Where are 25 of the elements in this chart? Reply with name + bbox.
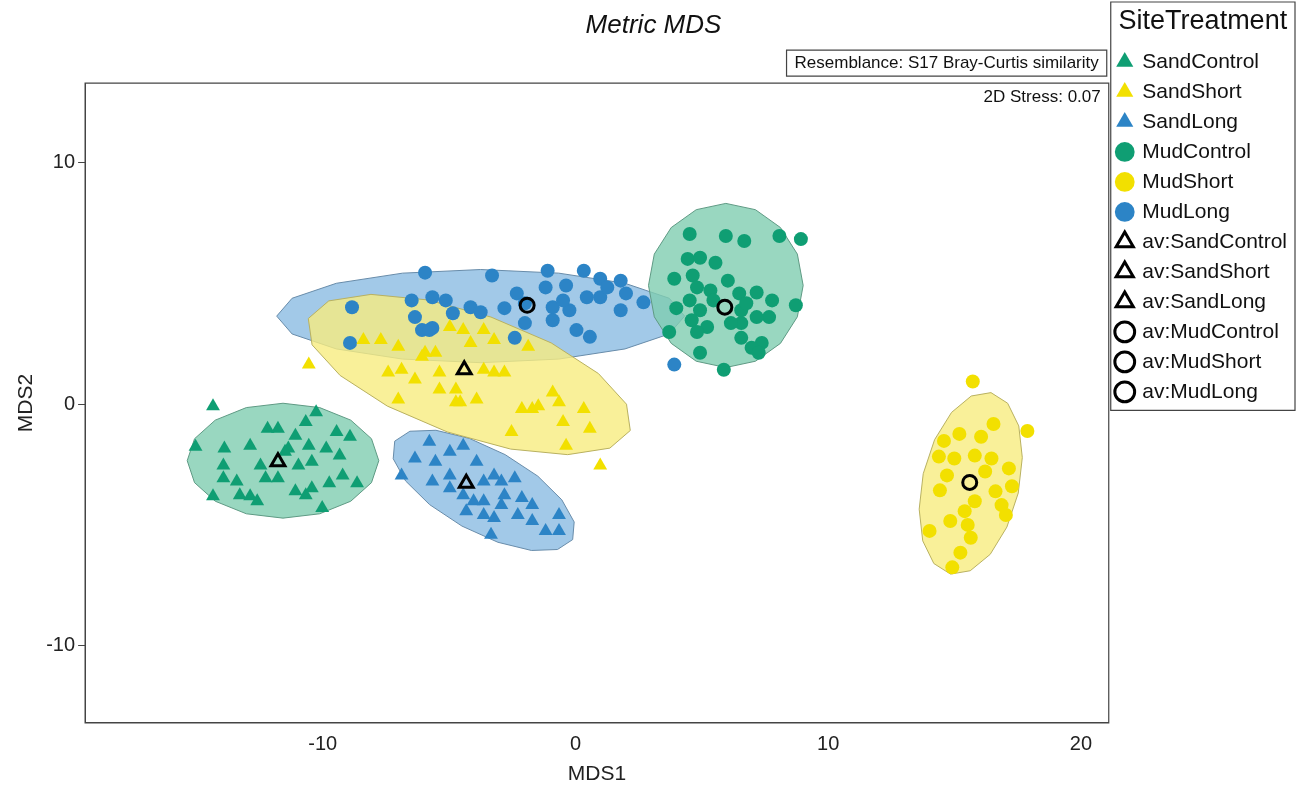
chart-title: Metric MDS: [585, 8, 723, 39]
annotation: 2D Stress: 0.07: [983, 87, 1101, 107]
legend-label: SandShort: [1142, 78, 1242, 102]
x-tick-label: 0: [569, 732, 581, 755]
legend-title: SiteTreatment: [1118, 4, 1288, 35]
legend-label: av:MudControl: [1142, 318, 1279, 342]
legend-label: av:SandLong: [1142, 288, 1267, 312]
legend-label: MudControl: [1142, 138, 1251, 162]
legend-label: av:SandShort: [1142, 258, 1270, 282]
text: Resemblance: S17 Bray-Curtis similarity: [794, 52, 1100, 72]
x-tick-label: 10: [817, 732, 840, 755]
x-tick-label: 20: [1069, 732, 1093, 755]
x-tick-label: -10: [308, 732, 338, 755]
y-axis-title: MDS2: [13, 373, 37, 433]
y-tick-label: -10: [46, 633, 76, 656]
legend-label: av:MudShort: [1142, 348, 1262, 372]
legend-label: av:SandControl: [1142, 228, 1288, 252]
legend-label: SandControl: [1142, 48, 1259, 72]
legend-label: SandLong: [1142, 108, 1239, 132]
legend-label: av:MudLong: [1142, 378, 1258, 402]
y-tick-label: 0: [63, 391, 76, 414]
legend-label: MudLong: [1142, 198, 1230, 222]
y-tick-label: 10: [52, 150, 76, 173]
legend-label: MudShort: [1142, 168, 1234, 192]
x-axis-title: MDS1: [567, 761, 627, 785]
